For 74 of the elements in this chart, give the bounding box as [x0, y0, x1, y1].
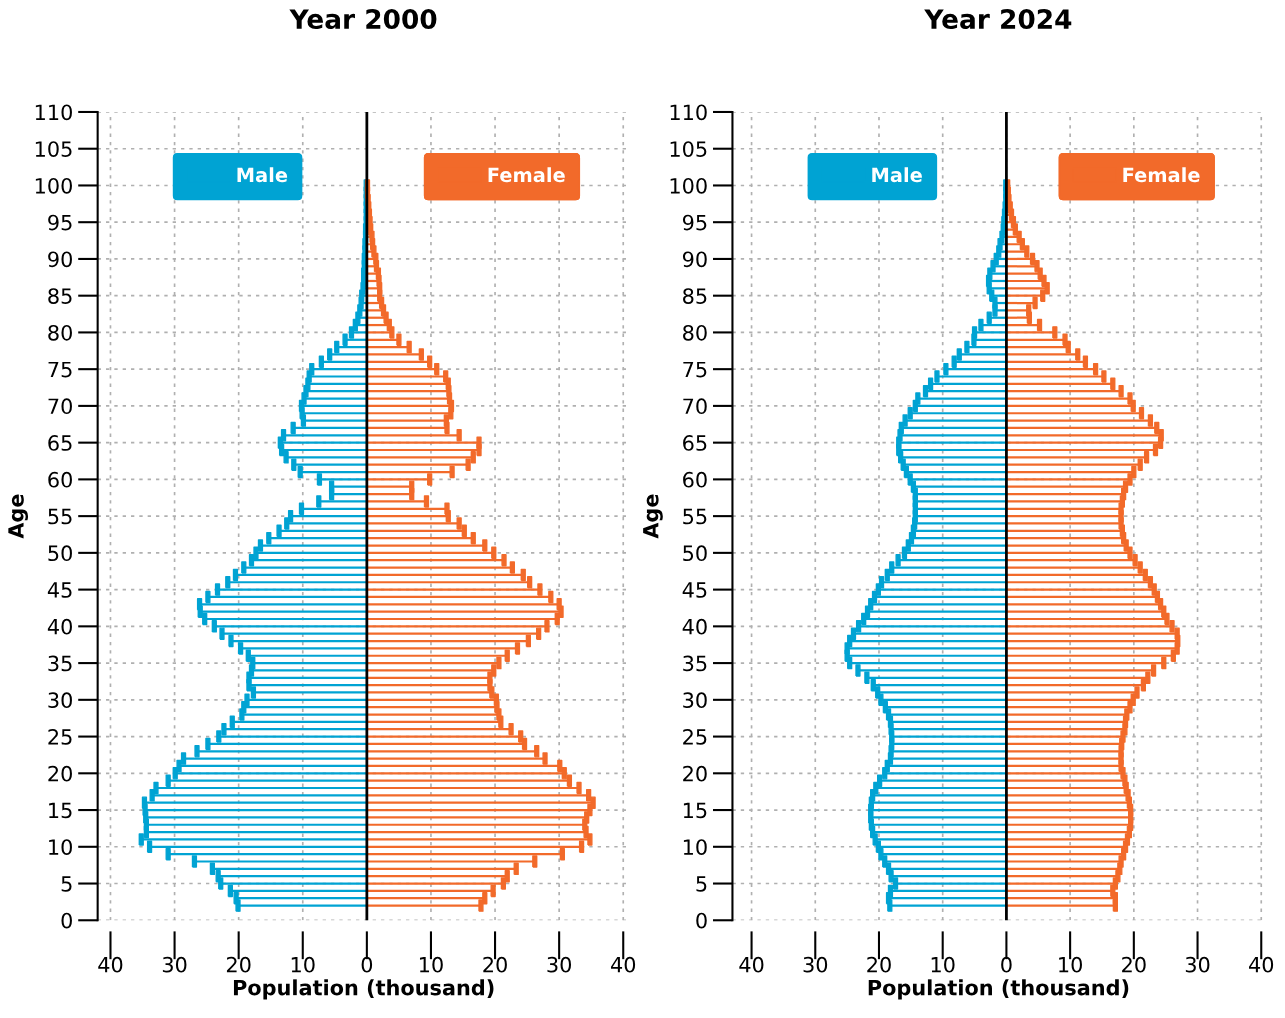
y-axis-title: Age [643, 494, 663, 539]
x-tick-label: 0 [361, 956, 373, 973]
chart-title: Year 2000 [289, 9, 437, 30]
y-tick-label: 80 [48, 324, 72, 341]
y-tick-label: 35 [683, 655, 707, 672]
y-tick-label: 0 [61, 912, 72, 929]
y-tick-label: 50 [683, 545, 707, 562]
y-tick-label: 35 [48, 655, 72, 672]
y-tick-label: 90 [682, 251, 707, 268]
x-tick-label: 20 [483, 956, 507, 973]
y-tick-label: 0 [696, 912, 707, 929]
x-tick-label: 10 [931, 956, 955, 973]
y-tick-label: 60 [683, 471, 707, 488]
x-tick-label: 40 [98, 956, 123, 973]
x-axis-title: Population (thousand) [868, 979, 1129, 1000]
text: Male [872, 167, 922, 183]
text: Male [237, 167, 288, 183]
x-tick-label: 10 [291, 956, 315, 973]
y-tick-label: 10 [683, 839, 707, 855]
chart-title: Year 2024 [924, 9, 1072, 30]
x-axis-title: Population (thousand) [233, 979, 494, 1000]
y-tick-label: 100 [35, 177, 72, 194]
y-tick-label: 110 [670, 104, 707, 121]
x-tick-label: 10 [1059, 956, 1082, 973]
x-tick-label: 30 [803, 956, 828, 973]
y-tick-label: 10 [49, 839, 72, 855]
y-tick-label: 55 [683, 508, 707, 525]
x-tick-label: 40 [739, 956, 764, 973]
y-tick-label: 5 [696, 876, 707, 892]
x-tick-label: 20 [1122, 956, 1146, 973]
y-tick-label: 85 [48, 288, 72, 304]
x-tick-label: 40 [1249, 956, 1274, 973]
x-tick-label: 40 [611, 956, 636, 973]
y-tick-label: 40 [682, 618, 707, 635]
y-tick-label: 70 [683, 398, 707, 415]
y-tick-label: 20 [683, 765, 707, 782]
x-tick-label: 0 [1001, 956, 1012, 973]
y-tick-label: 5 [61, 876, 72, 892]
y-tick-label: 90 [48, 251, 72, 268]
y-tick-label: 95 [48, 214, 72, 231]
legend-label: Female [488, 167, 565, 183]
x-tick-label: 20 [226, 956, 251, 973]
y-tick-label: 85 [683, 288, 707, 304]
y-tick-label: 25 [48, 729, 72, 745]
y-tick-label: 65 [683, 435, 707, 451]
y-tick-label: 110 [35, 104, 72, 121]
y-tick-label: 40 [47, 618, 72, 635]
y-tick-label: 50 [48, 545, 72, 562]
y-tick-label: 45 [47, 582, 72, 598]
y-tick-label: 100 [670, 177, 707, 194]
x-tick-label: 30 [1185, 956, 1210, 973]
y-tick-label: 45 [682, 582, 707, 598]
y-tick-label: 20 [48, 765, 72, 782]
y-tick-label: 60 [48, 471, 72, 488]
x-tick-label: 30 [547, 956, 572, 973]
y-tick-label: 30 [48, 692, 72, 709]
y-tick-label: 105 [670, 141, 707, 157]
y-tick-label: 15 [683, 802, 707, 819]
y-axis-title: Age [8, 494, 29, 539]
x-tick-label: 20 [867, 956, 891, 973]
y-tick-label: 15 [49, 802, 72, 819]
y-tick-label: 105 [35, 141, 72, 157]
y-tick-label: 95 [682, 214, 707, 231]
y-tick-label: 25 [683, 729, 707, 745]
x-tick-label: 30 [162, 956, 187, 973]
y-tick-label: 75 [48, 361, 72, 378]
legend-label: Female [1123, 167, 1200, 183]
y-tick-label: 75 [683, 361, 707, 378]
y-tick-label: 80 [683, 324, 707, 341]
y-tick-label: 55 [48, 508, 72, 525]
y-tick-label: 30 [683, 692, 707, 709]
y-tick-label: 65 [48, 435, 72, 451]
x-tick-label: 10 [419, 956, 443, 973]
y-tick-label: 70 [48, 398, 72, 415]
